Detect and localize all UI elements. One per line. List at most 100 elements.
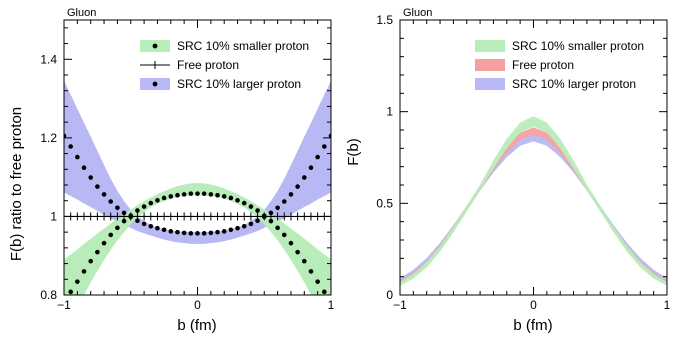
point-larger-proton (195, 231, 200, 236)
point-larger-proton (108, 199, 114, 204)
point-larger-proton (322, 144, 327, 149)
point-smaller-proton (281, 232, 287, 238)
point-larger-proton (135, 218, 140, 224)
left-y-tick-label: 1.4 (40, 52, 57, 66)
point-larger-proton (95, 184, 100, 189)
point-smaller-proton (322, 289, 327, 295)
point-larger-proton (64, 133, 67, 139)
point-larger-proton (88, 175, 93, 180)
point-larger-proton (235, 225, 240, 231)
point-smaller-proton (155, 198, 160, 203)
left-x-tick-label: 1 (328, 298, 335, 312)
point-larger-proton (248, 221, 254, 227)
legend-label: Free proton (512, 58, 574, 72)
point-smaller-proton (268, 218, 274, 224)
left-panel: −1 0 1 0.8 1 1.2 1.4 Gluon b (fm) F(b) ratio t… (8, 7, 335, 334)
left-x-axis-label: b (fm) (177, 317, 216, 334)
point-smaller-proton (315, 279, 320, 284)
right-x-tick-label: 1 (664, 298, 671, 312)
point-larger-proton (315, 154, 320, 160)
point-larger-proton (221, 229, 227, 234)
point-larger-proton (188, 231, 194, 236)
point-larger-proton (302, 175, 307, 180)
point-larger-proton (128, 214, 134, 220)
right-band-smaller-proton (400, 116, 667, 286)
legend-marker (152, 81, 158, 87)
point-smaller-proton (115, 225, 120, 231)
right-panel: −1 0 100.511.5 Gluon b (fm) F(b) SRC 10% s… (345, 7, 671, 334)
left-y-tick-label: 1 (50, 209, 57, 223)
point-larger-proton (181, 230, 187, 236)
point-smaller-proton (135, 208, 140, 213)
point-smaller-proton (168, 194, 174, 199)
point-larger-proton (228, 227, 234, 233)
right-x-tick-label: −1 (393, 298, 407, 312)
right-y-tick-label: 0 (386, 288, 393, 302)
point-larger-proton (161, 227, 167, 233)
left-x-tick-label: 0 (194, 298, 201, 312)
legend-swatch (475, 78, 505, 90)
point-smaller-proton (101, 240, 107, 246)
point-smaller-proton (121, 218, 127, 224)
point-larger-proton (275, 205, 280, 211)
point-smaller-proton (235, 198, 240, 203)
point-smaller-proton (95, 249, 100, 255)
right-legend: SRC 10% smaller proton Free proton SRC 10%… (475, 39, 644, 91)
legend-swatch (475, 59, 505, 71)
point-smaller-proton (181, 192, 187, 197)
right-band-free-proton (400, 127, 667, 284)
point-larger-proton (168, 229, 174, 234)
point-larger-proton (155, 225, 160, 231)
left-y-axis-label: F(b) ratio to free proton (8, 107, 25, 261)
point-smaller-proton (302, 258, 307, 264)
point-larger-proton (255, 218, 260, 224)
point-larger-proton (261, 214, 267, 220)
left-points (64, 133, 331, 295)
point-smaller-proton (161, 195, 167, 201)
point-larger-proton (208, 230, 214, 236)
right-y-tick-label: 1.5 (376, 13, 393, 27)
right-x-axis-label: b (fm) (513, 317, 552, 334)
point-smaller-proton (201, 191, 207, 196)
legend-label: SRC 10% smaller proton (177, 39, 309, 53)
point-smaller-proton (241, 200, 247, 206)
point-larger-proton (115, 205, 120, 211)
point-smaller-proton (75, 279, 80, 284)
point-smaller-proton (141, 204, 147, 209)
point-larger-proton (268, 210, 274, 216)
point-larger-proton (101, 192, 107, 197)
point-larger-proton (75, 154, 80, 160)
point-smaller-proton (81, 269, 87, 274)
point-larger-proton (241, 223, 247, 229)
point-larger-proton (81, 165, 87, 171)
point-larger-proton (288, 192, 294, 197)
point-larger-proton (215, 229, 220, 235)
point-smaller-proton (308, 269, 314, 274)
point-smaller-proton (255, 208, 260, 213)
point-smaller-proton (288, 240, 294, 246)
point-larger-proton (141, 221, 147, 227)
left-y-tick-label: 0.8 (40, 288, 57, 302)
point-smaller-proton (108, 232, 114, 238)
legend-marker (152, 43, 158, 49)
right-panel-label: Gluon (403, 7, 432, 19)
point-smaller-proton (148, 200, 154, 206)
point-smaller-proton (88, 258, 93, 264)
point-larger-proton (281, 199, 287, 204)
left-lines (63, 212, 332, 221)
right-band-larger-proton (400, 134, 667, 283)
right-bands (400, 116, 667, 286)
point-larger-proton (121, 210, 127, 216)
left-legend: SRC 10% smaller proton Free proton SRC 10%… (140, 39, 309, 91)
point-smaller-proton (248, 204, 254, 209)
right-y-axis-label: F(b) (345, 138, 362, 166)
point-smaller-proton (221, 194, 227, 199)
point-larger-proton (175, 229, 180, 235)
right-x-tick-label: 0 (530, 298, 537, 312)
legend-label: Free proton (177, 58, 239, 72)
point-smaller-proton (228, 195, 234, 201)
left-bands (64, 80, 331, 295)
right-y-tick-label: 0.5 (376, 196, 393, 210)
legend-swatch (475, 40, 505, 52)
